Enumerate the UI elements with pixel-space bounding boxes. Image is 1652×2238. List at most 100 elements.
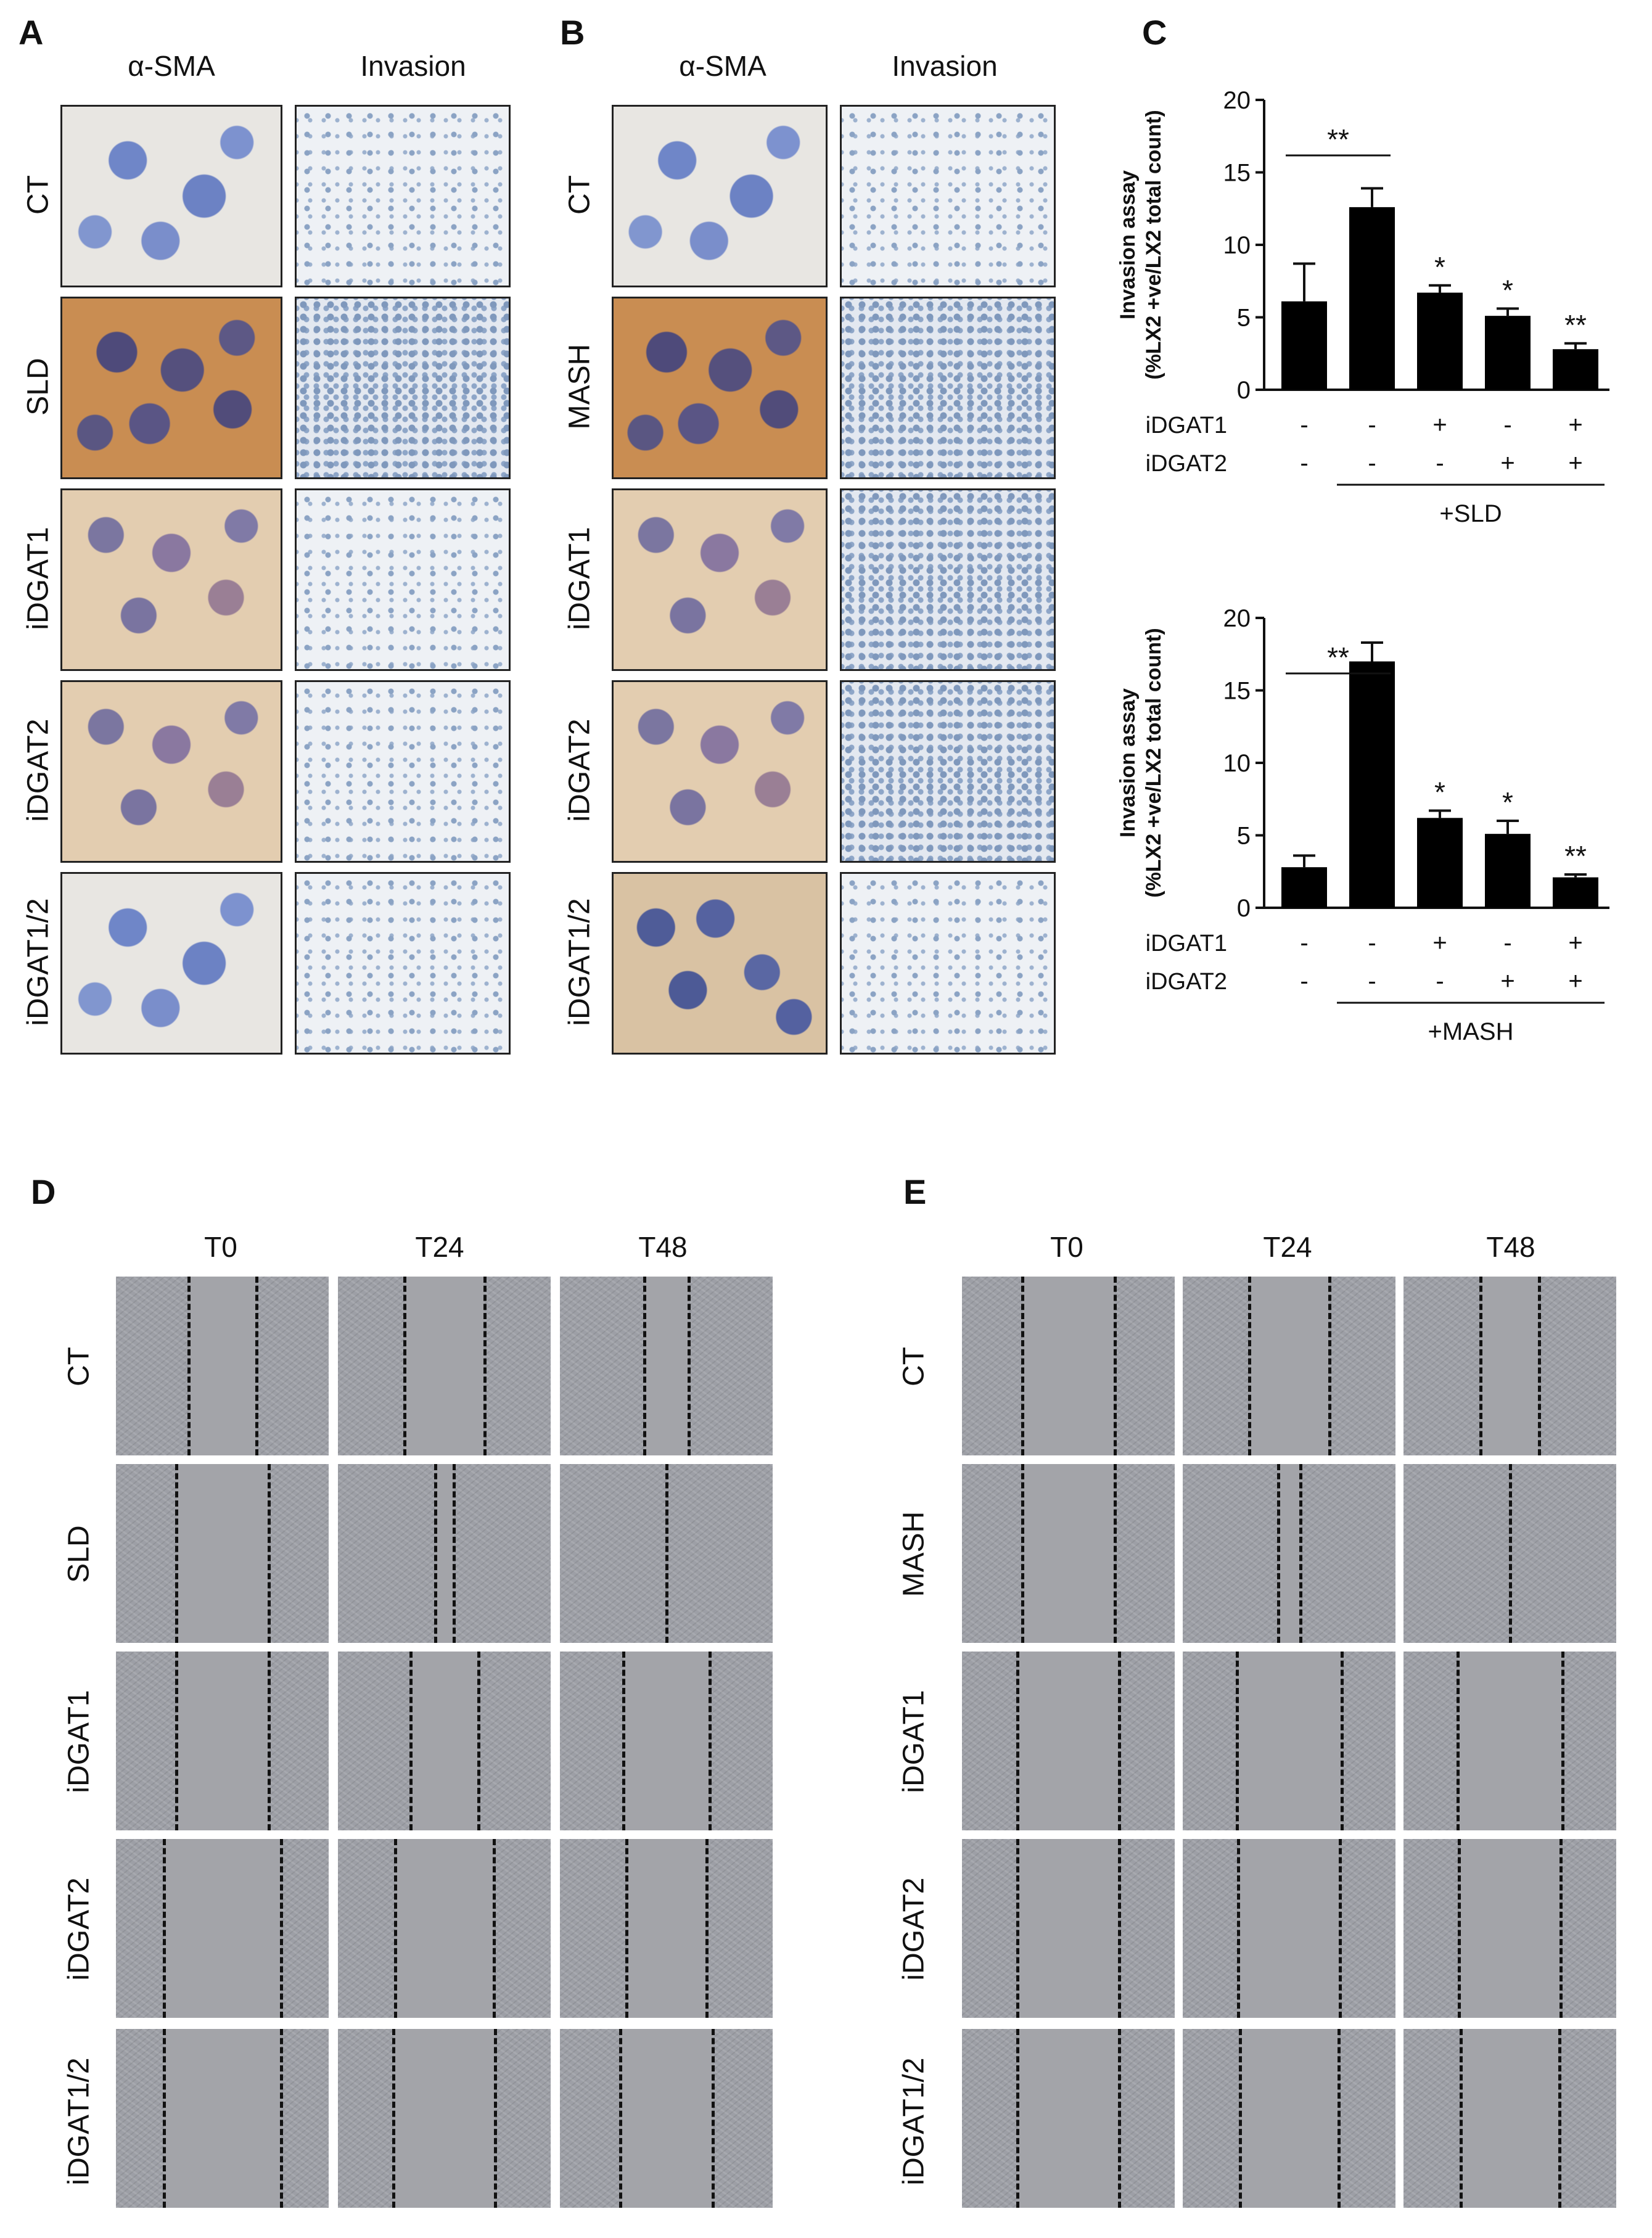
- e-wound-edge-line: [1339, 1839, 1342, 2018]
- e-wound-gap: [1022, 1464, 1115, 1643]
- e-wound-edge-line: [1113, 1277, 1117, 1455]
- row-label-a-0: CT: [22, 175, 55, 215]
- micrograph-a-sma-idgat1: [60, 488, 282, 671]
- d-image-r0-c1: [338, 1277, 551, 1455]
- d-wound-gap: [395, 1839, 494, 2018]
- e-wound-edge-line: [1561, 1652, 1564, 1830]
- row-label-a-1: SLD: [22, 358, 55, 416]
- e-wound-edge-line: [1340, 1652, 1344, 1830]
- chart0-ytick-label-2: 10: [1223, 232, 1251, 259]
- chart0-treatment-mark-0-4: +: [1568, 411, 1582, 438]
- chart1-ylabel-line2: (%LX2 +ve/LX2 total count): [1142, 628, 1165, 897]
- d-image-r4-c2: [560, 2029, 773, 2208]
- chart0-bar-4: [1553, 349, 1598, 390]
- row-label-e-2: iDGAT1: [897, 1690, 931, 1793]
- d-wound-gap: [176, 1652, 269, 1830]
- chart0-bar-2: [1417, 292, 1463, 390]
- micrograph-b-invasion-ct: [840, 105, 1056, 287]
- e-wound-edge-line: [1456, 1652, 1460, 1830]
- e-wound-edge-line: [1237, 1839, 1240, 2018]
- d-wound-edge-line: [392, 2029, 395, 2208]
- e-wound-gap: [1022, 1277, 1115, 1455]
- d-wound-gap: [620, 2029, 713, 2208]
- e-wound-edge-line: [1021, 1464, 1024, 1643]
- d-wound-edge-line: [267, 1652, 271, 1830]
- e-image-r4-c1: [1183, 2029, 1395, 2208]
- d-wound-edge-line: [622, 1652, 625, 1830]
- bar-chart-sld: Invasion assay (%LX2 +ve/LX2 total count)…: [1116, 87, 1609, 527]
- d-wound-edge-line: [452, 1464, 456, 1643]
- micrograph-b-sma-idgat2: [612, 680, 828, 863]
- e-wound-edge-line: [1299, 1464, 1302, 1643]
- row-label-e-4: iDGAT1/2: [897, 2057, 931, 2186]
- micrograph-b-invasion-idgat2: [840, 680, 1056, 863]
- d-wound-gap: [163, 2029, 281, 2208]
- d-wound-edge-line: [175, 1652, 178, 1830]
- e-wound-gap: [1017, 2029, 1119, 2208]
- micrograph-a-invasion-idgat2: [295, 680, 511, 863]
- e-image-r1-c1: [1183, 1464, 1395, 1643]
- chart0-bar-3: [1485, 316, 1531, 390]
- d-wound-edge-line: [625, 1839, 628, 2018]
- chart0-bracket-label: **: [1327, 123, 1349, 155]
- chart1-ytick-label-4: 20: [1223, 605, 1251, 632]
- d-wound-edge-line: [393, 1839, 397, 2018]
- d-wound-gap: [393, 2029, 495, 2208]
- chart0-treatment-mark-0-3: -: [1503, 411, 1511, 438]
- chart1-ytick-label-0: 0: [1237, 895, 1251, 922]
- column-header-e-t48: T48: [1486, 1231, 1535, 1263]
- chart1-ytick-label-1: 5: [1237, 823, 1251, 850]
- d-wound-edge-line: [279, 1839, 283, 2018]
- e-image-r0-c1: [1183, 1277, 1395, 1455]
- e-image-r3-c1: [1183, 1839, 1395, 2018]
- row-label-b-0: CT: [563, 175, 596, 215]
- chart0-ytick-label-0: 0: [1237, 377, 1251, 404]
- chart1-ylabel-line1: Invasion assay: [1116, 688, 1140, 837]
- chart1-bar-3: [1485, 834, 1531, 908]
- row-label-a-2: iDGAT1: [22, 527, 55, 630]
- chart0-ylabel-line2: (%LX2 +ve/LX2 total count): [1142, 110, 1165, 379]
- chart0-significance-3: *: [1502, 274, 1513, 306]
- micrograph-a-invasion-ct: [295, 105, 511, 287]
- row-label-d-1: SLD: [62, 1525, 96, 1583]
- d-wound-gap: [163, 1839, 281, 2018]
- e-wound-edge-line: [1118, 1839, 1121, 2018]
- row-label-a-4: iDGAT1/2: [22, 898, 55, 1026]
- chart0-ytick-label-4: 20: [1223, 87, 1251, 114]
- e-wound-gap: [1017, 1652, 1119, 1830]
- chart0-significance-2: *: [1434, 251, 1445, 283]
- panel-letter-c: C: [1142, 13, 1167, 52]
- e-wound-edge-line: [1118, 1652, 1121, 1830]
- column-header-e-t0: T0: [1050, 1231, 1083, 1263]
- chart1-treatment-mark-0-0: -: [1300, 929, 1308, 956]
- chart1-treatment-mark-0-4: +: [1568, 929, 1582, 956]
- chart0-treatment-mark-1-3: +: [1500, 450, 1514, 477]
- e-image-r2-c2: [1403, 1652, 1616, 1830]
- chart0-treatment-label-1: iDGAT2: [1146, 451, 1227, 477]
- chart1-treatment-mark-0-1: -: [1368, 929, 1376, 956]
- e-wound-gap: [1481, 1277, 1539, 1455]
- d-wound-edge-line: [267, 1464, 271, 1643]
- micrograph-b-sma-idgat1-2: [612, 872, 828, 1055]
- chart1-treatment-mark-1-1: -: [1368, 968, 1376, 995]
- e-wound-gap: [1249, 1277, 1329, 1455]
- d-wound-edge-line: [187, 1277, 191, 1455]
- d-wound-edge-line: [279, 2029, 283, 2208]
- e-wound-edge-line: [1016, 2029, 1019, 2208]
- row-label-d-2: iDGAT1: [62, 1690, 96, 1793]
- chart0-bar-0: [1281, 301, 1327, 390]
- micrograph-b-sma-mash: [612, 297, 828, 479]
- bar-chart-mash: Invasion assay (%LX2 +ve/LX2 total count)…: [1116, 605, 1609, 1045]
- column-header-d-t48: T48: [638, 1231, 688, 1263]
- e-image-r4-c2: [1403, 2029, 1616, 2208]
- chart1-treatment-mark-1-4: +: [1568, 968, 1582, 995]
- e-wound-edge-line: [1538, 1277, 1541, 1455]
- micrograph-a-invasion-idgat1-2: [295, 872, 511, 1055]
- e-wound-gap: [1017, 1839, 1119, 2018]
- column-header-a-sma: α-SMA: [128, 50, 215, 82]
- e-wound-edge-line: [1016, 1652, 1019, 1830]
- chart0-treatment-mark-0-0: -: [1300, 411, 1308, 438]
- e-wound-edge-line: [1238, 2029, 1242, 2208]
- micrograph-b-sma-ct: [612, 105, 828, 287]
- column-header-a-invasion: Invasion: [360, 50, 466, 82]
